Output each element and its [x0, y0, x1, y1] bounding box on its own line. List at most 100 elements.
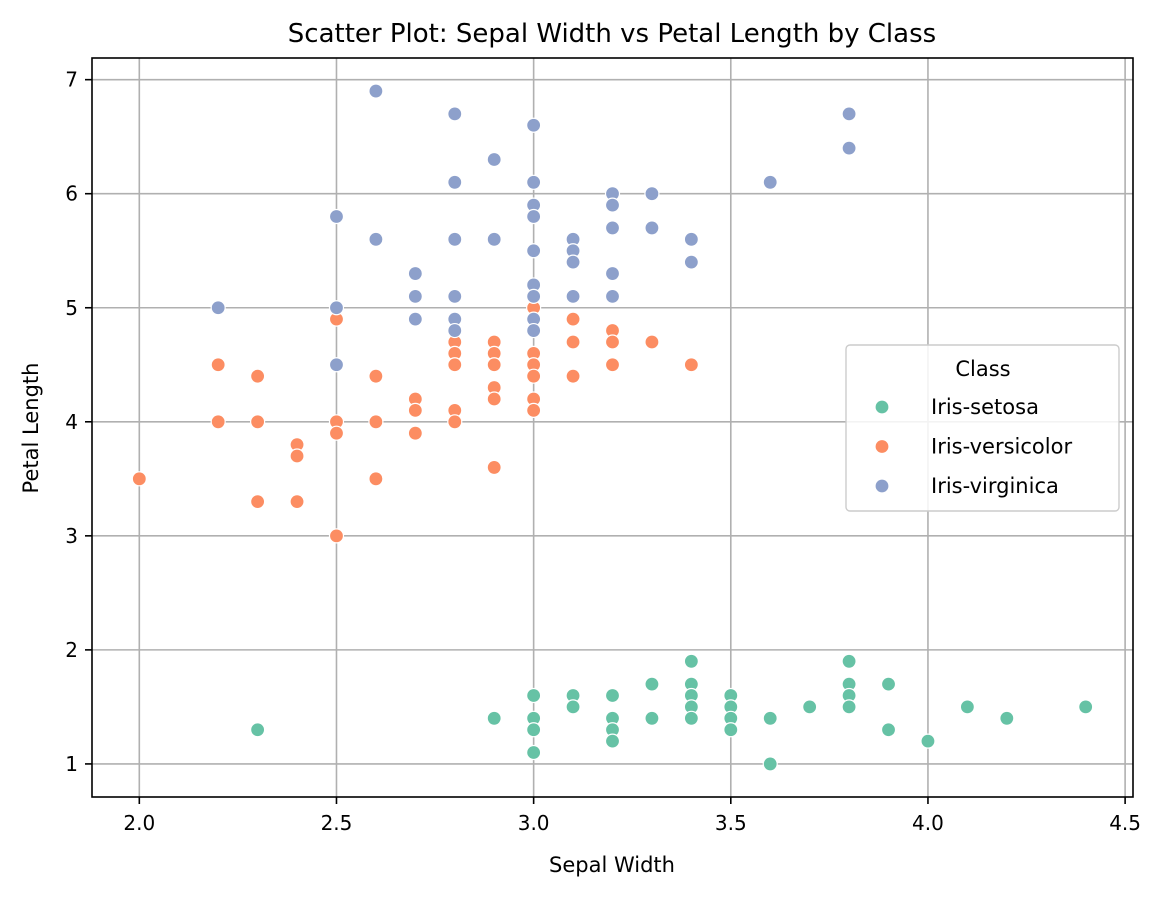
data-point: [289, 494, 305, 510]
x-tick-label: 3.5: [715, 811, 747, 835]
data-point: [486, 151, 502, 168]
data-point: [683, 254, 699, 270]
data-point: [565, 254, 581, 270]
data-point: [644, 710, 660, 726]
data-point: [762, 756, 778, 772]
legend-marker: [874, 399, 890, 415]
data-points: [131, 83, 1094, 772]
data-point: [210, 357, 226, 373]
data-point: [447, 357, 463, 373]
data-point: [526, 208, 542, 225]
legend-entry-label: Iris-versicolor: [931, 435, 1072, 459]
data-point: [644, 186, 660, 202]
legend-marker: [874, 478, 890, 494]
legend-title: Class: [955, 357, 1010, 381]
y-axis-label: Petal Length: [19, 363, 43, 494]
series-iris-versicolor: [131, 300, 699, 544]
data-point: [604, 687, 621, 704]
data-point: [486, 391, 502, 407]
data-point: [526, 174, 542, 190]
data-point: [683, 710, 699, 726]
y-tick-label: 2: [65, 638, 78, 662]
y-tick-label: 6: [65, 182, 78, 206]
data-point: [526, 687, 542, 704]
data-point: [683, 357, 699, 373]
data-point: [526, 722, 542, 738]
legend-marker: [874, 438, 890, 455]
x-axis-label: Sepal Width: [549, 853, 675, 877]
x-tick-label: 2.5: [321, 811, 353, 835]
data-point: [880, 676, 897, 692]
data-point: [486, 231, 502, 247]
series-iris-setosa: [250, 653, 1094, 772]
data-point: [328, 208, 345, 225]
data-point: [526, 288, 542, 304]
data-point: [880, 722, 897, 738]
x-tick-label: 3.0: [518, 811, 550, 835]
legend-entry-label: Iris-setosa: [931, 395, 1039, 419]
data-point: [841, 653, 857, 669]
data-point: [604, 197, 621, 213]
plot-frame: [91, 57, 1134, 798]
y-tick-label: 5: [65, 296, 78, 320]
data-point: [526, 744, 542, 761]
y-tick-label: 4: [65, 410, 78, 434]
data-point: [486, 459, 502, 476]
data-point: [565, 288, 581, 304]
data-point: [328, 528, 345, 544]
data-point: [526, 117, 542, 133]
data-point: [604, 733, 621, 749]
chart-title: Scatter Plot: Sepal Width vs Petal Lengt…: [288, 19, 936, 49]
data-point: [565, 311, 581, 327]
data-point: [644, 220, 660, 236]
data-point: [841, 140, 857, 156]
data-point: [841, 699, 857, 715]
data-point: [604, 265, 621, 282]
data-point: [683, 231, 699, 247]
data-point: [368, 83, 384, 99]
data-point: [565, 334, 581, 350]
data-point: [526, 402, 542, 418]
y-tick-label: 3: [65, 524, 78, 548]
data-point: [131, 471, 147, 487]
data-point: [526, 243, 542, 259]
data-point: [447, 322, 463, 339]
data-point: [250, 494, 266, 510]
data-point: [447, 174, 463, 190]
legend-entry-label: Iris-virginica: [931, 474, 1059, 498]
data-point: [683, 653, 699, 669]
data-point: [328, 300, 345, 316]
data-point: [328, 357, 345, 373]
data-point: [526, 322, 542, 339]
data-point: [210, 300, 226, 316]
data-point: [999, 710, 1015, 726]
data-point: [210, 414, 226, 430]
x-tick-label: 4.0: [912, 811, 944, 835]
data-point: [1078, 699, 1094, 715]
data-point: [604, 357, 621, 373]
data-point: [407, 288, 423, 304]
data-point: [407, 402, 423, 418]
data-point: [407, 425, 423, 441]
data-point: [762, 174, 778, 190]
data-point: [407, 265, 423, 282]
data-point: [368, 414, 384, 430]
data-point: [762, 710, 778, 726]
data-point: [486, 357, 502, 373]
data-point: [959, 699, 975, 715]
x-tick-label: 4.5: [1109, 811, 1141, 835]
data-point: [841, 106, 857, 122]
y-tick-label: 1: [65, 752, 78, 776]
data-point: [328, 425, 345, 441]
axis-ticks: 2.0 2.5 3.0 3.5 4.0 4.5 1 2 3 4 5 6 7: [65, 68, 1141, 835]
x-tick-label: 2.0: [123, 811, 155, 835]
legend: Class Iris-setosa Iris-versicolor Iris-vir…: [845, 344, 1120, 512]
data-point: [368, 471, 384, 487]
data-point: [644, 334, 660, 350]
data-point: [723, 722, 739, 738]
data-point: [447, 288, 463, 304]
data-point: [250, 368, 266, 384]
data-point: [565, 699, 581, 715]
data-point: [368, 231, 384, 247]
